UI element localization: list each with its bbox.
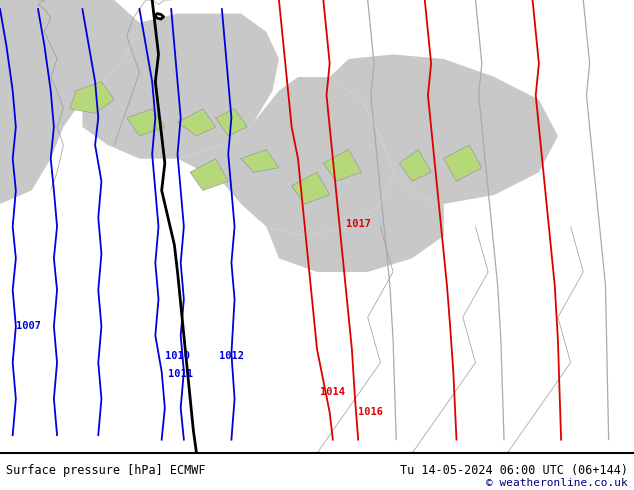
Text: Surface pressure [hPa] ECMWF: Surface pressure [hPa] ECMWF: [6, 464, 206, 477]
Text: 1016: 1016: [358, 408, 384, 417]
Text: © weatheronline.co.uk: © weatheronline.co.uk: [486, 478, 628, 488]
Text: 1010: 1010: [165, 351, 190, 361]
Text: 1011: 1011: [168, 369, 193, 379]
Text: 1014: 1014: [320, 387, 346, 397]
Text: 1017: 1017: [346, 220, 371, 229]
Text: Tu 14-05-2024 06:00 UTC (06+144): Tu 14-05-2024 06:00 UTC (06+144): [399, 464, 628, 477]
Text: 1007: 1007: [16, 321, 41, 331]
Text: 1012: 1012: [219, 351, 244, 361]
